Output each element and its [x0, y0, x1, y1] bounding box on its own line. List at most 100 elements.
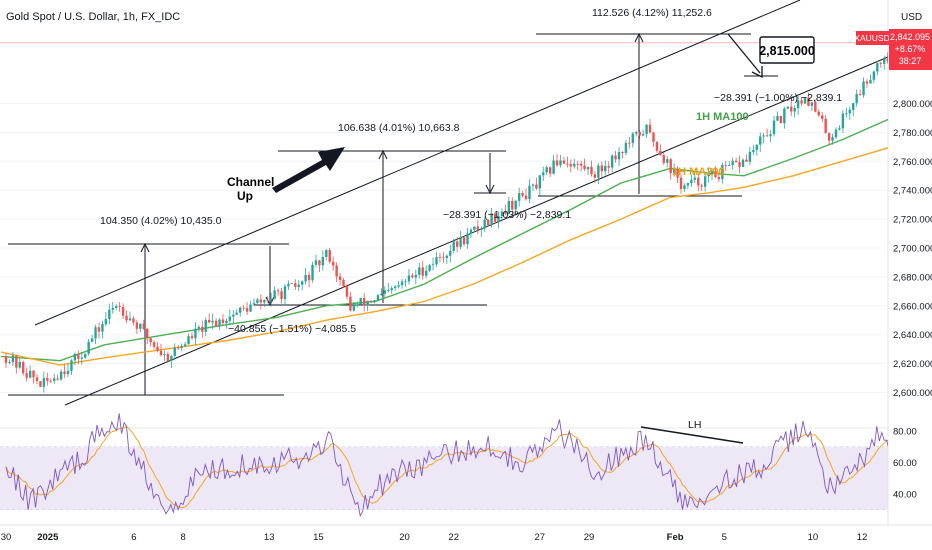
candle-body: [449, 250, 452, 256]
candle-body: [59, 371, 63, 380]
candle-body: [703, 176, 707, 187]
candle-body: [338, 276, 342, 280]
candle-body: [607, 165, 610, 168]
candle-body: [511, 201, 514, 210]
symbol-tag: [856, 31, 889, 45]
measure-label-2: 106.638 (4.01%) 10,663.8: [338, 122, 460, 134]
candle-body: [517, 193, 521, 201]
measure-2-arrowhead: [378, 149, 388, 160]
candle-body: [455, 241, 459, 247]
candle-body: [562, 160, 566, 164]
rsi-pane: [5, 413, 888, 518]
candle-body: [493, 213, 497, 222]
candle-body: [734, 160, 738, 163]
candle-body: [263, 299, 266, 303]
candle-body: [4, 356, 8, 363]
target-arrow-line: [727, 33, 761, 74]
candle-body: [445, 255, 449, 258]
ma200-label: 1H MA200: [672, 166, 725, 178]
measure-label-3: 112.526 (4.12%) 11,252.6: [592, 7, 712, 19]
candle-body: [345, 286, 349, 297]
candle-body: [793, 108, 796, 112]
candle-body: [35, 377, 39, 382]
candle-body: [783, 108, 786, 124]
candle-body: [480, 228, 483, 230]
candle-body: [579, 163, 583, 166]
candle-body: [194, 328, 197, 339]
currency-label: USD: [901, 12, 922, 23]
time-tick-label: 13: [264, 532, 275, 543]
rsi-band: [0, 446, 888, 510]
candle-body: [772, 120, 776, 135]
candle-body: [39, 381, 42, 387]
candle-body: [521, 193, 524, 196]
price-tick-label: 2,700.000: [893, 244, 932, 255]
candle-body: [538, 175, 542, 189]
candle-body: [624, 142, 628, 153]
candle-body: [273, 290, 276, 299]
candle-body: [586, 166, 590, 170]
price-tick-label: 2,780.000: [893, 128, 932, 139]
measure-1-arrowhead: [140, 242, 150, 253]
candle-body: [73, 353, 77, 361]
candle-body: [428, 265, 431, 271]
candle-body: [693, 177, 696, 180]
candle-body: [669, 159, 672, 174]
candle-body: [583, 165, 586, 170]
candle-body: [400, 281, 404, 286]
candle-body: [321, 257, 325, 266]
candle-body: [483, 219, 486, 229]
candle-body: [335, 265, 338, 277]
candle-body: [717, 177, 721, 180]
candle-body: [297, 284, 300, 287]
lh-label: LH: [688, 419, 701, 431]
candle-body: [841, 113, 845, 129]
candle-body: [283, 286, 287, 299]
candle-body: [659, 150, 662, 156]
candle-body: [11, 355, 15, 363]
candle-body: [383, 290, 387, 294]
candle-body: [87, 341, 90, 354]
candle-body: [790, 106, 793, 112]
price-axis: 2,600.000 2,620.000 2,640.000 2,660.000 2,68…: [893, 99, 932, 399]
candle-body: [672, 169, 676, 174]
candle-body: [573, 163, 576, 167]
pullback-1-arrowhead: [265, 296, 275, 307]
candle-body: [201, 326, 204, 332]
candle-body: [827, 133, 831, 141]
price-tick-label: 2,600.000: [893, 388, 932, 399]
channel-upper-line: [34, 0, 801, 326]
candle-body: [376, 295, 380, 301]
candle-body: [855, 94, 858, 104]
candle-body: [776, 115, 779, 121]
candle-body: [604, 165, 607, 172]
candle-body: [118, 306, 121, 307]
candle-body: [559, 160, 562, 166]
candle-body: [593, 174, 597, 178]
candle-body: [431, 264, 435, 266]
candle-body: [80, 357, 83, 359]
price-tick-label: 2,760.000: [893, 157, 932, 168]
candle-body: [259, 299, 263, 303]
candle-body: [28, 370, 32, 378]
candle-body: [125, 315, 128, 321]
candle-body: [845, 113, 848, 115]
candle-body: [759, 136, 762, 145]
candle-body: [552, 160, 555, 174]
candle-body: [397, 285, 400, 287]
candle-body: [197, 326, 201, 329]
time-tick-label: 12: [857, 532, 868, 543]
candle-body: [500, 211, 504, 217]
rsi-tick-label: 40.00: [893, 490, 917, 501]
candle-body: [418, 267, 421, 275]
candle-body: [300, 281, 304, 285]
time-tick-label: 30: [1, 532, 12, 543]
chart-title: Gold Spot / U.S. Dollar, 1h, FX_IDC: [6, 11, 180, 23]
target-callout[interactable]: 2,815.000: [759, 36, 815, 64]
candle-body: [666, 159, 669, 163]
candle-body: [876, 63, 879, 72]
candle-body: [287, 283, 290, 287]
candle-body: [414, 274, 418, 278]
candle-body: [15, 355, 18, 368]
